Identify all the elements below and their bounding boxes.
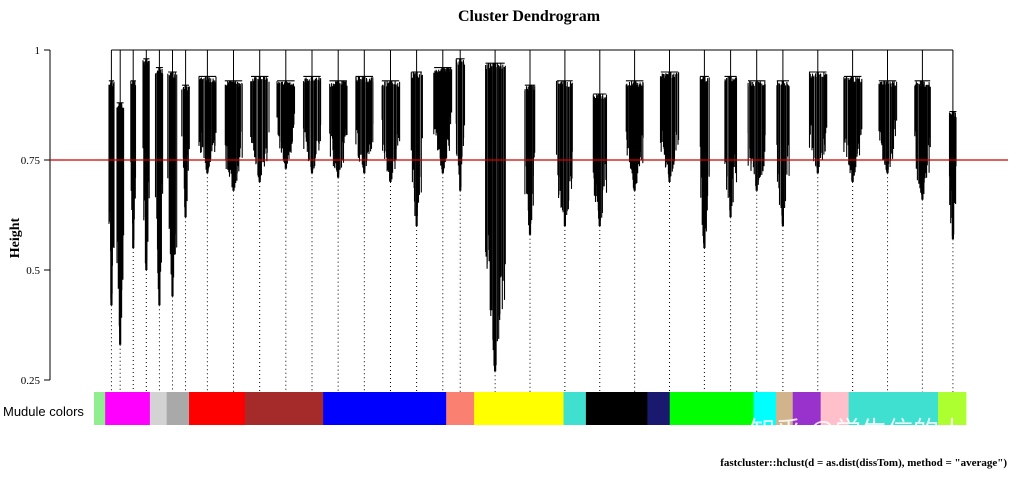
branch-cluster: [485, 62, 506, 372]
module-color-segment: [244, 392, 324, 425]
y-tick-label: 0.5: [26, 265, 40, 277]
top-merge-lines: [110, 49, 954, 112]
chart-title: Cluster Dendrogram: [458, 8, 601, 25]
branch-cluster: [381, 80, 401, 182]
branch-cluster: [108, 80, 115, 306]
branch-cluster: [198, 75, 217, 174]
module-colors-label: Mudule colors: [3, 404, 84, 419]
branch-leaves: [355, 75, 374, 173]
module-color-segment: [938, 392, 967, 425]
branch-cluster: [154, 67, 164, 306]
branch-leaves: [198, 75, 217, 172]
dendrogram-branches: [108, 49, 957, 372]
branch-cluster: [130, 80, 137, 248]
branch-cluster: [329, 80, 348, 178]
branch-cluster: [181, 84, 190, 218]
y-tick-label: 0.75: [21, 155, 41, 167]
branch-cluster: [276, 80, 296, 169]
y-tick-label: 1: [35, 45, 41, 57]
branch-leaves: [592, 93, 608, 226]
module-color-bar: [94, 392, 967, 425]
y-axis: 1 0.75 0.5 0.25: [21, 45, 51, 387]
branch-cluster: [167, 71, 178, 297]
branch-cluster: [410, 71, 423, 226]
branch-cluster: [878, 80, 898, 174]
module-color-segment: [474, 392, 564, 425]
module-color-segment: [753, 392, 777, 425]
branch-leaves: [276, 80, 296, 168]
branch-cluster: [142, 58, 150, 270]
module-color-segment: [323, 392, 447, 425]
branch-cluster: [433, 67, 453, 174]
branch-leaves: [224, 80, 243, 189]
branch-cluster: [659, 71, 680, 182]
branch-cluster: [302, 75, 322, 174]
module-color-segment: [446, 392, 475, 425]
branch-cluster: [843, 75, 863, 182]
branch-cluster: [948, 111, 957, 240]
branch-leaves: [625, 80, 644, 190]
module-color-segment: [166, 392, 190, 425]
module-color-segment: [669, 392, 754, 425]
leaf-guide-lines: [110, 168, 954, 392]
module-color-segment: [585, 392, 648, 425]
module-color-segment: [189, 392, 246, 425]
branch-cluster: [625, 80, 644, 191]
y-tick-label: 0.25: [21, 375, 41, 387]
branch-cluster: [250, 75, 270, 182]
branch-cluster: [224, 80, 243, 191]
branch-cluster: [555, 80, 573, 226]
module-color-segment: [820, 392, 850, 425]
branch-cluster: [747, 80, 766, 191]
branch-cluster: [699, 75, 710, 248]
module-color-segment: [94, 392, 106, 425]
branch-cluster: [455, 58, 466, 191]
module-color-segment: [848, 392, 939, 425]
y-axis-label: Height: [8, 217, 23, 258]
branch-cluster: [914, 80, 931, 200]
branch-cluster: [808, 71, 828, 174]
branch-cluster: [724, 75, 738, 218]
module-color-segment: [105, 392, 151, 425]
module-color-segment: [149, 392, 168, 425]
branch-cluster: [116, 102, 125, 345]
module-color-segment: [647, 392, 671, 425]
branch-leaves: [250, 75, 270, 180]
footer-caption: fastcluster::hclust(d = as.dist(dissTom)…: [720, 457, 1007, 469]
module-color-segment: [563, 392, 587, 425]
branch-cluster: [355, 75, 374, 174]
branch-cluster: [776, 80, 790, 226]
watermark-text: 知乎 @学生信的大叔: [749, 416, 991, 446]
module-color-segment: [792, 392, 822, 425]
module-color-segment: [775, 392, 794, 425]
